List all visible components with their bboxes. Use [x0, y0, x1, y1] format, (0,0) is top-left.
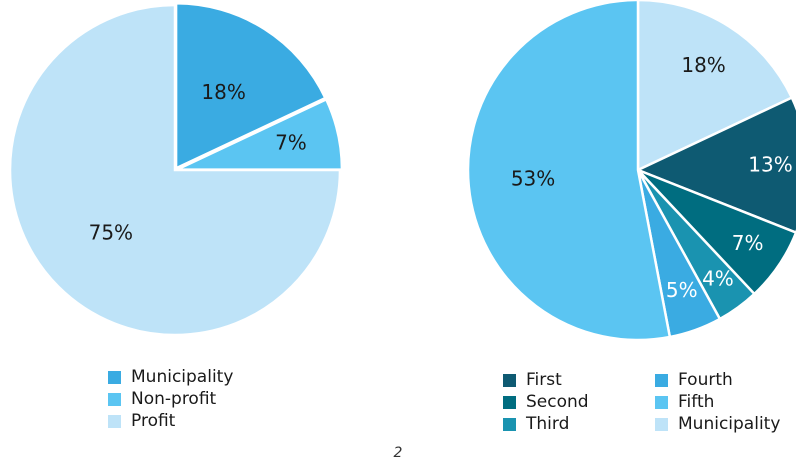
legend-item-non-profit: Non-profit [108, 388, 233, 410]
legend-label: Non-profit [131, 389, 217, 409]
legend-label: Fifth [678, 392, 715, 412]
pie-slice-non-profit [176, 97, 344, 171]
legend-item-municipality: Municipality [108, 366, 233, 388]
legend-right-column-1: First Second Third [503, 369, 589, 435]
legend-label: Second [526, 392, 589, 412]
legend-item-third: Third [503, 413, 589, 435]
legend-item-second: Second [503, 391, 589, 413]
legend-item-municipality: Municipality [655, 413, 780, 435]
legend-swatch [503, 373, 516, 387]
legend-label: Municipality [678, 414, 781, 434]
pie-slice-first [634, 95, 796, 234]
legend-swatch [655, 373, 668, 387]
legend-right-column-2: Fourth Fifth Municipality [655, 369, 780, 435]
data-label-second: 7% [732, 231, 764, 255]
legend-item-profit: Profit [108, 410, 233, 432]
legend-swatch [655, 417, 668, 431]
legend-left: Municipality Non-profit Profit [108, 366, 233, 432]
legend-item-fourth: Fourth [655, 369, 780, 391]
data-label-municipality: 18% [201, 80, 245, 104]
legend-swatch [503, 417, 516, 431]
pie-slice-fifth [466, 0, 672, 342]
legend-swatch [655, 395, 668, 409]
legend-label: Municipality [131, 367, 234, 387]
legend-label: Third [526, 414, 570, 434]
data-label-fifth: 53% [511, 166, 555, 190]
legend-label: Fourth [678, 370, 733, 390]
legend-swatch [108, 392, 121, 406]
legend-item-fifth: Fifth [655, 391, 780, 413]
legend-label: First [526, 370, 562, 390]
legend-swatch [503, 395, 516, 409]
pie-slice-municipality [636, 0, 794, 172]
legend-swatch [108, 414, 121, 428]
data-label-third: 4% [702, 267, 734, 291]
pie-chart-sector-share: 18% 7% 75% [8, 2, 344, 337]
data-label-first: 13% [748, 152, 792, 176]
data-label-profit: 75% [89, 221, 133, 245]
pie-slice-municipality [174, 2, 328, 171]
pie-slice-profit [8, 3, 342, 337]
page-number: 2 [393, 445, 403, 461]
data-label-fourth: 5% [666, 278, 698, 302]
legend-swatch [108, 370, 121, 384]
data-label-municipality: 18% [681, 53, 725, 77]
data-label-non-profit: 7% [275, 131, 307, 155]
pie-chart-phase-share: 18% 13% 7% 4%5% 53% [466, 0, 796, 342]
legend-label: Profit [131, 411, 176, 431]
legend-item-first: First [503, 369, 589, 391]
